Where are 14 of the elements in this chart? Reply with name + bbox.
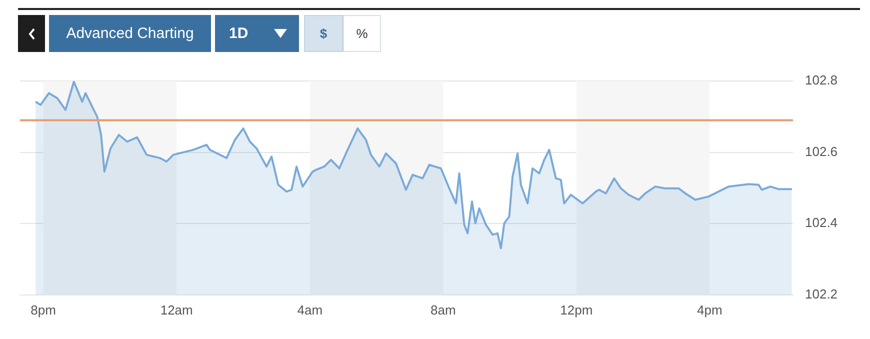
y-tick-label: 102.6: [805, 144, 838, 159]
y-tick-label: 102.8: [805, 72, 838, 88]
advanced-charting-button[interactable]: Advanced Charting: [49, 15, 211, 52]
x-tick-label: 12am: [160, 302, 193, 318]
y-tick-label: 102.2: [805, 286, 838, 302]
x-tick-label: 8pm: [30, 302, 56, 318]
percent-toggle[interactable]: %: [343, 15, 381, 52]
range-dropdown[interactable]: 1D: [215, 15, 299, 52]
x-tick-label: 4pm: [697, 302, 722, 318]
dollar-toggle[interactable]: $: [304, 15, 343, 52]
x-tick-label: 4am: [297, 302, 323, 318]
x-tick-label: 12pm: [560, 302, 593, 318]
y-tick-label: 102.4: [805, 215, 838, 230]
x-tick-label: 8am: [430, 302, 456, 318]
